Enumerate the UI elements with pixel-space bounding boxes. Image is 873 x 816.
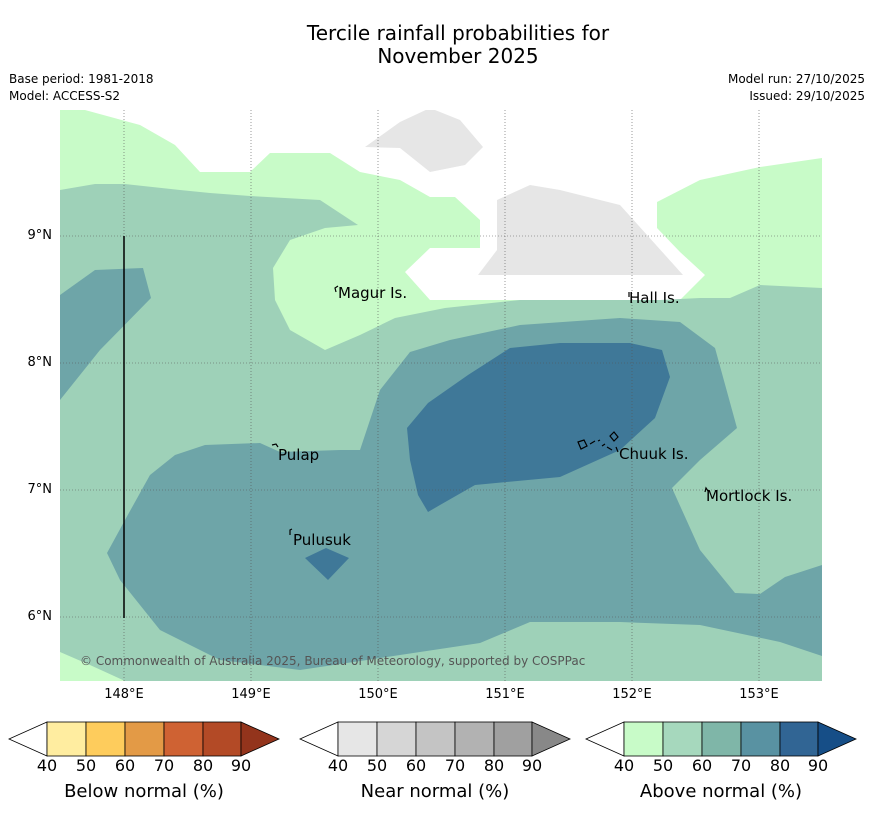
island-chuuk — [577, 431, 619, 453]
below-swatch-50 — [85, 721, 126, 757]
band-near-40 — [365, 110, 483, 172]
above-swatch-40 — [623, 721, 664, 757]
below-swatch-60 — [124, 721, 165, 757]
lon-label-153e: 153°E — [739, 687, 779, 702]
model-run: Model run: 27/10/2025 — [727, 72, 865, 86]
legend-above-title: Above normal (%) — [639, 781, 803, 802]
island-mortlock — [704, 486, 709, 493]
place-chuuk: Chuuk Is. — [619, 445, 689, 463]
lat-label-7n: 7°N — [27, 482, 53, 497]
near-arrow-right — [531, 721, 571, 757]
colorbar-below — [8, 721, 280, 757]
near-tick: 60 — [405, 756, 427, 775]
below-swatch-40 — [46, 721, 87, 757]
above-swatch-80 — [779, 721, 819, 757]
model-name: Model: ACCESS-S2 — [9, 89, 121, 103]
below-tick: 70 — [153, 756, 175, 775]
band-above-80 — [305, 548, 349, 580]
colorbar-above — [585, 721, 857, 757]
near-swatch-50 — [376, 721, 417, 757]
above-swatch-50 — [662, 721, 703, 757]
near-tick: 50 — [366, 756, 388, 775]
lon-label-152e: 152°E — [612, 687, 652, 702]
above-tick: 50 — [652, 756, 674, 775]
near-swatch-40 — [337, 721, 378, 757]
below-swatch-70 — [163, 721, 204, 757]
island-magur — [334, 285, 339, 293]
meta-right: Model run: 27/10/2025 Issued: 29/10/2025 — [728, 71, 865, 105]
map-title: Tercile rainfall probabilities for Novem… — [0, 22, 873, 68]
below-tick: 80 — [192, 756, 214, 775]
legend-near-title: Near normal (%) — [360, 781, 510, 802]
below-tick: 40 — [36, 756, 58, 775]
above-arrow-right — [817, 721, 857, 757]
lon-label-150e: 150°E — [358, 687, 398, 702]
legend-below-title: Below normal (%) — [64, 781, 224, 802]
lat-label-6n: 6°N — [27, 609, 53, 624]
near-tick: 90 — [521, 756, 543, 775]
near-arrow-left — [299, 721, 339, 757]
above-tick: 60 — [691, 756, 713, 775]
place-hall: Hall Is. — [629, 289, 680, 307]
band-above-80 — [407, 343, 670, 512]
below-arrow-right — [240, 721, 280, 757]
near-swatch-80 — [493, 721, 533, 757]
above-tick: 90 — [807, 756, 829, 775]
below-arrow-left — [8, 721, 48, 757]
band-near-40 — [478, 185, 683, 275]
below-tick: 90 — [230, 756, 252, 775]
near-tick: 80 — [483, 756, 505, 775]
lon-label-149e: 149°E — [231, 687, 271, 702]
lon-label-151e: 151°E — [485, 687, 525, 702]
base-period: Base period: 1981-2018 — [9, 72, 154, 86]
above-arrow-left — [585, 721, 625, 757]
band-above-70 — [60, 268, 151, 400]
above-tick: 70 — [730, 756, 752, 775]
above-tick: 40 — [613, 756, 635, 775]
place-magur: Magur Is. — [338, 284, 408, 302]
below-tick: 60 — [114, 756, 136, 775]
near-swatch-60 — [415, 721, 456, 757]
below-swatch-80 — [202, 721, 242, 757]
above-tick: 80 — [769, 756, 791, 775]
place-mortlock: Mortlock Is. — [706, 487, 793, 505]
probability-field — [60, 110, 822, 681]
colorbar-near — [299, 721, 571, 757]
below-tick: 50 — [75, 756, 97, 775]
island-pulap — [271, 443, 279, 448]
near-tick: 70 — [444, 756, 466, 775]
place-pulap: Pulap — [278, 446, 320, 464]
above-swatch-70 — [740, 721, 781, 757]
islands — [271, 285, 709, 535]
title-line-1: Tercile rainfall probabilities for — [306, 21, 610, 45]
island-pulusuk — [289, 528, 293, 535]
issued-date: Issued: 29/10/2025 — [749, 89, 865, 103]
place-pulusuk: Pulusuk — [293, 531, 351, 549]
near-tick: 40 — [327, 756, 349, 775]
lat-label-8n: 8°N — [27, 355, 53, 370]
meta-left: Base period: 1981-2018 Model: ACCESS-S2 — [9, 71, 154, 105]
lon-label-148e: 148°E — [104, 687, 144, 702]
near-swatch-70 — [454, 721, 495, 757]
lat-label-9n: 9°N — [27, 228, 53, 243]
copyright-notice: © Commonwealth of Australia 2025, Bureau… — [80, 654, 586, 668]
title-line-2: November 2025 — [377, 44, 539, 68]
above-swatch-60 — [701, 721, 742, 757]
